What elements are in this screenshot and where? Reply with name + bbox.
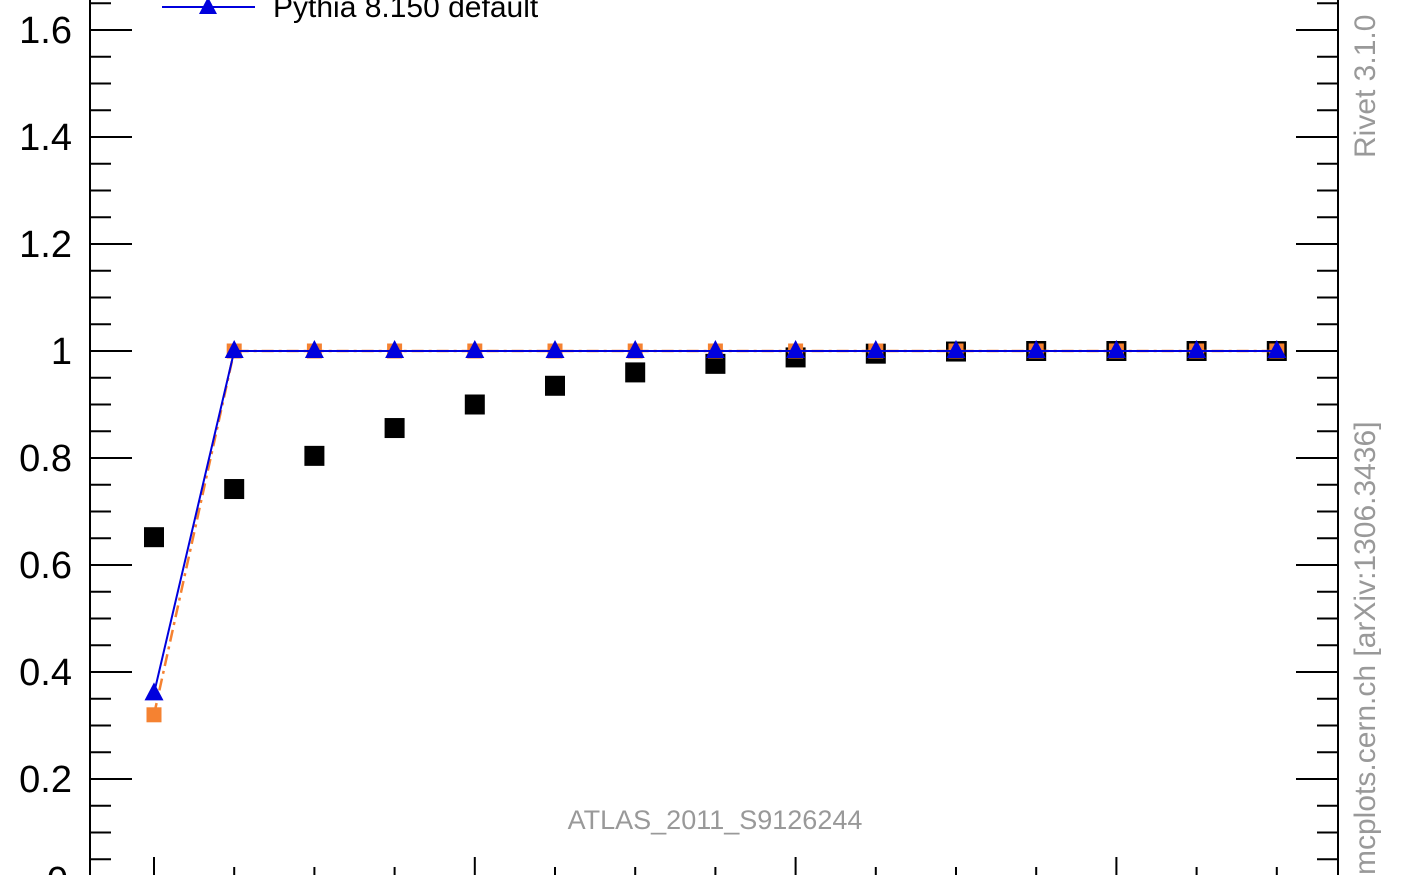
analysis-label: ATLAS_2011_S9126244 [568, 805, 863, 835]
data-point [304, 445, 325, 466]
y-tick-label: 0.6 [19, 545, 72, 587]
series-layer [144, 340, 1287, 723]
pythia-point [385, 340, 405, 358]
pythia-point [1267, 340, 1287, 358]
legend-marker-pythia [199, 0, 217, 14]
pythia-point [946, 340, 966, 358]
y-tick-label: 0.4 [19, 652, 72, 694]
pythia-point [224, 340, 244, 358]
pythia-point [1106, 340, 1126, 358]
legend-label-pythia: Pythia 8.150 default [273, 0, 539, 24]
series-data-points [144, 341, 1287, 548]
pythia-point [545, 340, 565, 358]
orange-point [146, 707, 162, 723]
pythia-point [1187, 340, 1207, 358]
mcplots-label: mcplots.cern.ch [arXiv:1306.3436] [1349, 421, 1382, 875]
pythia-point [625, 340, 645, 358]
series-orange [146, 343, 1285, 723]
data-point [464, 394, 485, 415]
y-tick-label: 1.4 [19, 117, 72, 159]
y-tick-label: 1.2 [19, 224, 72, 266]
y-tick-label-zero: 0 [47, 860, 68, 875]
legend: Pythia 8.150 default [162, 0, 539, 24]
pythia-point [786, 340, 806, 358]
data-point [384, 418, 405, 439]
y-tick-label: 1 [51, 331, 72, 373]
y-tick-label: 1.6 [19, 10, 72, 52]
series-orange-line [152, 349, 1277, 716]
pythia-point [304, 340, 324, 358]
series-pythia [144, 340, 1287, 701]
data-point [705, 353, 726, 374]
data-point [625, 362, 646, 383]
rivet-version-label: Rivet 3.1.0 [1349, 15, 1382, 158]
series-pythia-line [153, 350, 1277, 694]
pythia-point [465, 340, 485, 358]
plot-frame [89, 0, 1339, 875]
pythia-point [144, 682, 164, 701]
pythia-point [705, 340, 725, 358]
data-point [144, 527, 164, 548]
pythia-point [866, 340, 886, 358]
pythia-point [1026, 340, 1046, 358]
data-point [545, 375, 565, 396]
y-tick-label: 0.2 [19, 759, 72, 801]
y-tick-label: 0.8 [19, 438, 72, 480]
y-axis-ticks: 0.2 0.4 0.6 0.8 1 1.2 1.4 1.6 [19, 2, 1338, 861]
data-point [224, 479, 245, 500]
x-axis-ticks [153, 857, 1278, 875]
